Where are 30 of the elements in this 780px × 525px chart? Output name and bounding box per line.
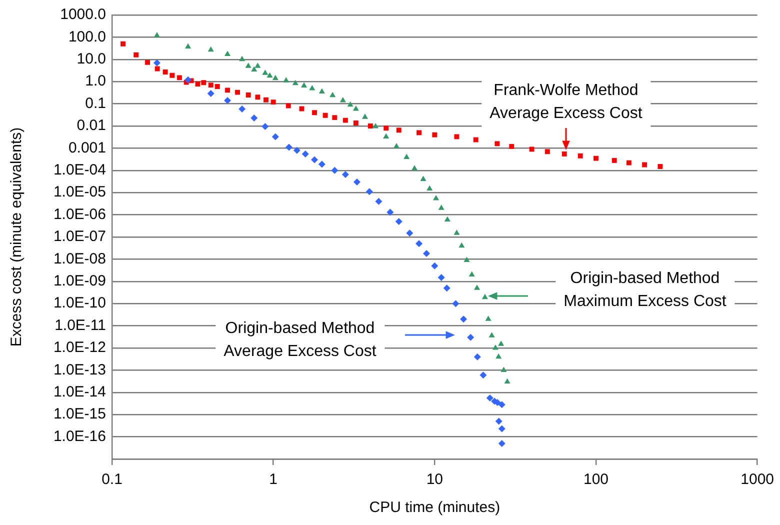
x-tick-label: 10 [426, 471, 443, 488]
y-tick-label: 1.0E-14 [53, 384, 106, 401]
annotation: Origin-based Method Maximum Excess Cost [556, 265, 734, 315]
x-tick-label: 100 [583, 471, 608, 488]
y-tick-label: 0.001 [68, 139, 106, 156]
y-tick-label: 0.1 [85, 94, 106, 112]
y-tick-label: 1.0E-11 [54, 316, 106, 334]
y-tick-label: 1.0E-15 [53, 406, 106, 423]
x-tick-label: 0.1 [102, 471, 122, 488]
y-tick-label: 100.0 [68, 28, 106, 46]
y-tick-label: 1.0 [85, 72, 106, 90]
x-tick-label: 1000 [740, 471, 774, 488]
y-tick-label: 1.0E-04 [53, 162, 106, 179]
x-tick-label: 1 [269, 471, 278, 488]
annotation: Frank-Wolfe Method Average Excess Cost [482, 77, 650, 127]
y-tick-label: 1000.0 [60, 6, 106, 24]
y-tick-label: 1.0E-08 [53, 250, 106, 268]
y-tick-label: 1.0E-12 [53, 339, 106, 356]
y-tick-label: 1.0E-07 [53, 228, 106, 246]
annotation: Origin-based Method Average Excess Cost [216, 315, 384, 365]
y-tick-label: 1.0E-13 [53, 361, 106, 378]
y-tick-label: 0.01 [76, 117, 106, 134]
y-tick-label: 1.0E-05 [53, 184, 106, 201]
y-tick-label: 1.0E-06 [53, 206, 106, 223]
x-axis-title: CPU time (minutes) [369, 499, 500, 516]
y-axis-title: Excess cost (minute equivalents) [8, 127, 26, 347]
y-tick-label: 1.0E-09 [53, 272, 106, 290]
y-tick-label: 10.0 [76, 50, 106, 68]
y-tick-label: 1.0E-10 [53, 294, 106, 312]
y-tick-label: 1.0E-16 [53, 428, 106, 445]
